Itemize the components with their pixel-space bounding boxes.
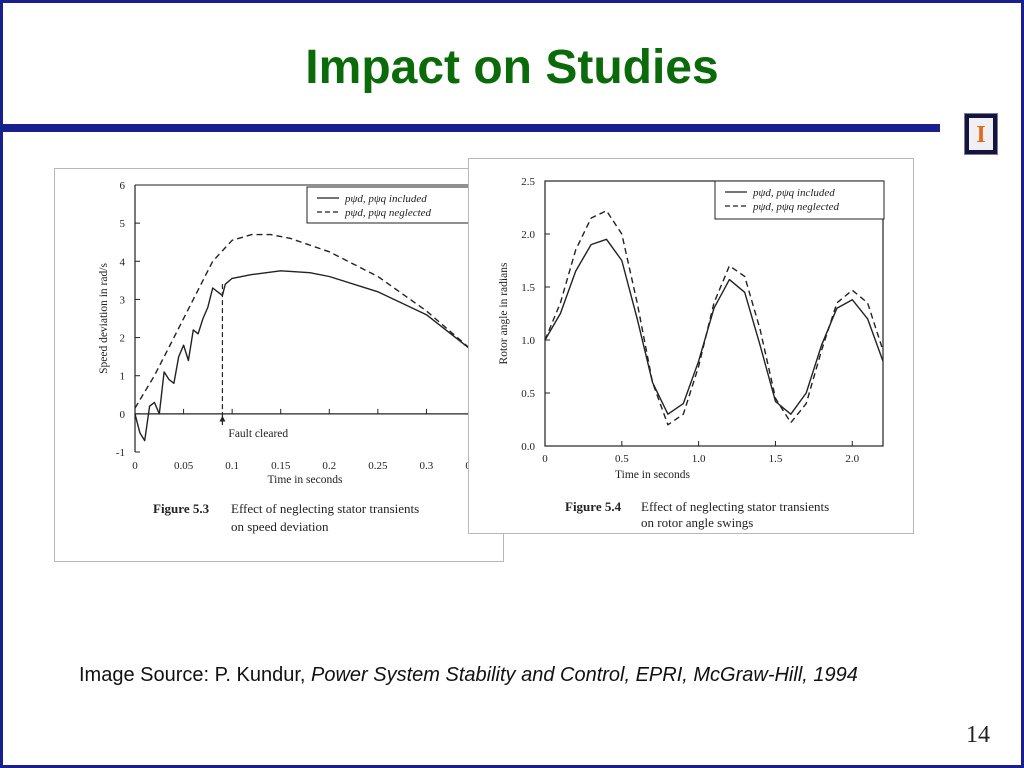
figure-caption-label: Figure 5.3 [153,501,210,516]
fault-cleared-arrow [219,415,226,422]
y-tick-label: 6 [120,180,126,192]
series-included-line [134,270,476,442]
x-tick-label: 1.0 [692,453,706,465]
y-tick-label: 0.5 [521,388,535,400]
figure-caption-line2: on speed deviation [231,519,329,534]
page-number: 14 [966,722,990,748]
legend-label: pψd, pψq neglected [344,207,432,219]
series-neglected-line [134,233,476,409]
x-tick-label: 0.15 [271,460,291,472]
y-tick-label: 5 [120,218,126,230]
y-tick-label: 3 [120,294,126,306]
y-axis-label: Speed deviation in rad/s [98,263,110,374]
y-tick-label: 4 [120,256,126,268]
speed-deviation-chart: 00.050.10.150.20.250.30.35-10123456Time … [98,180,485,534]
image-source: Image Source: P. Kundur, Power System St… [79,664,858,687]
series-included-line [544,238,884,415]
logo-panel: I [969,118,993,150]
x-axis-label: Time in seconds [615,469,690,481]
slide-title: Impact on Studies [305,41,719,94]
figure-5-3-panel: 00.050.10.150.20.250.30.35-10123456Time … [54,168,504,562]
x-tick-label: 0.3 [420,460,434,472]
x-tick-label: 1.5 [769,453,783,465]
fault-cleared-label: Fault cleared [228,428,288,440]
figure-caption-line1: Effect of neglecting stator transients [231,501,419,516]
plot-frame [544,180,884,447]
figure-caption-label: Figure 5.4 [565,499,622,514]
y-tick-label: 2 [120,333,126,345]
y-tick-label: 0 [120,409,126,421]
x-tick-label: 0.1 [225,460,239,472]
source-prefix: Image Source: P. Kundur, [79,664,312,686]
title-rule [3,124,940,132]
source-title: Power System Stability and Control, EPRI… [311,664,858,686]
x-tick-label: 2.0 [845,453,859,465]
legend-label: pψd, pψq included [344,193,427,205]
y-axis-label: Rotor angle in radians [498,262,510,364]
legend-box [714,180,885,220]
y-tick-label: 2.5 [521,176,535,188]
figure-caption-line2: on rotor angle swings [641,515,753,530]
x-axis-label: Time in seconds [268,474,343,486]
y-tick-label: 0.0 [521,441,535,453]
series-neglected-line [544,210,884,426]
x-tick-label: 0.5 [615,453,629,465]
y-tick-label: 1 [120,371,126,383]
figure-5-4-panel: 0 0.5 1.0 1.5 2.0 0.0 0.5 1.0 1.5 2.0 2.5 Time in s… [468,158,914,534]
y-tick-label: 2.0 [521,229,535,241]
x-tick-label: 0.2 [322,460,336,472]
rotor-angle-chart: 0 0.5 1.0 1.5 2.0 0.0 0.5 1.0 1.5 2.0 2.5 Time in s… [498,176,885,530]
legend-label: pψd, pψq included [752,187,835,199]
x-tick-label: 0 [542,453,548,465]
y-tick-label: -1 [116,447,125,459]
figure-caption-line1: Effect of neglecting stator transients [641,499,829,514]
y-tick-label: 1.5 [521,282,535,294]
y-tick-label: 1.0 [521,335,535,347]
university-logo: I [964,113,998,155]
legend-box [306,186,475,224]
x-tick-label: 0 [132,460,138,472]
x-tick-label: 0.25 [368,460,388,472]
logo-letter: I [976,122,986,148]
x-tick-label: 0.05 [174,460,194,472]
legend-label: pψd, pψq neglected [752,201,840,213]
